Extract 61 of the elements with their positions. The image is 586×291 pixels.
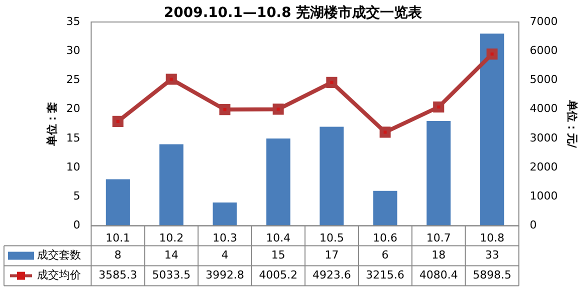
y-tick-label: 20: [66, 102, 80, 116]
x-tick-label: 10.7: [426, 231, 451, 244]
bar: [159, 144, 184, 226]
data-label: 4005.2: [259, 268, 298, 282]
y-tick-label: 25: [66, 73, 80, 86]
y2-tick-label: 3000: [530, 131, 558, 144]
y-tick-label: 35: [66, 14, 80, 28]
data-label: 6: [382, 248, 389, 262]
y2-axis-title: 单位：元/: [566, 98, 579, 149]
x-tick-label: 10.6: [372, 231, 398, 244]
data-label: 4923.6: [312, 268, 351, 282]
y-tick-label: 5: [73, 190, 80, 203]
data-label: 3585.3: [98, 268, 138, 282]
x-tick-label: 10.8: [480, 231, 504, 244]
y2-tick-label: 5000: [530, 73, 558, 86]
y2-tick-label: 2000: [530, 160, 558, 174]
data-label: 5898.5: [472, 268, 512, 282]
data-label: 5033.5: [152, 268, 191, 282]
x-tick-label: 10.2: [159, 231, 184, 244]
x-tick-label: 10.3: [212, 231, 238, 244]
data-label: 4080.4: [419, 268, 458, 282]
legend-label: 成交套数: [37, 248, 81, 262]
point: [433, 101, 444, 113]
x-tick-label: 10.1: [106, 231, 130, 244]
point: [112, 116, 124, 127]
bar: [373, 190, 398, 226]
legend-label: 成交均价: [37, 268, 81, 282]
chart-title: 2009.10.1—10.8 芜湖楼市成交一览表: [164, 5, 422, 21]
point: [326, 76, 338, 88]
point: [380, 126, 391, 138]
bar: [480, 34, 504, 226]
data-label: 18: [432, 248, 446, 262]
bar: [320, 126, 344, 226]
y2-tick-label: 4000: [530, 102, 558, 116]
data-label: 3215.6: [366, 268, 404, 282]
data-label: 33: [485, 248, 500, 262]
data-label: 17: [324, 248, 339, 262]
x-tick-label: 10.4: [266, 231, 291, 244]
bar: [266, 138, 290, 226]
data-label: 8: [114, 248, 122, 262]
point: [166, 74, 177, 85]
x-tick-label: 10.5: [319, 231, 344, 244]
y-tick-label: 15: [66, 131, 80, 144]
data-label: 3992.8: [206, 268, 244, 282]
point: [486, 48, 498, 60]
bar: [426, 120, 451, 226]
y2-tick-label: 6000: [530, 44, 558, 57]
y-axis-title: 单位：套: [45, 102, 58, 147]
y2-tick-label: 0: [530, 218, 537, 232]
bar: [106, 179, 130, 226]
point: [219, 104, 230, 116]
y-tick-label: 10: [66, 160, 80, 174]
data-label: 4: [221, 248, 228, 262]
data-label: 14: [164, 248, 178, 262]
data-label: 15: [271, 248, 286, 262]
y-tick-label: 30: [66, 44, 80, 57]
y2-tick-label: 1000: [530, 190, 558, 203]
y-tick-label: 0: [73, 218, 80, 232]
point: [272, 104, 284, 115]
bar: [212, 202, 237, 226]
y2-tick-label: 7000: [530, 14, 558, 28]
